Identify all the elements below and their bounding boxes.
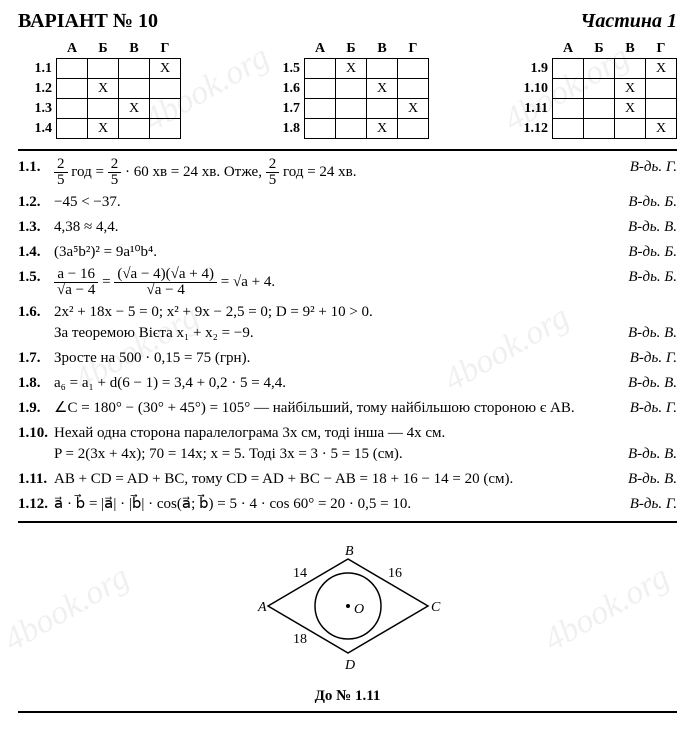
line-1-5: 1.5. a − 16√a − 4 = (√a − 4)(√a + 4)√a −…	[18, 267, 677, 298]
answer-grid-1: АБВГ1.1X1.2X1.3X1.4X	[18, 39, 181, 139]
line-1-9: 1.9.∠C = 180° − (30° + 45°) = 105° — най…	[18, 398, 677, 419]
svg-text:B: B	[345, 544, 354, 559]
answer-1-1: В-дь. Г.	[620, 157, 677, 178]
answer-1-11: В-дь. В.	[618, 469, 677, 490]
svg-text:18: 18	[293, 632, 307, 647]
line-1-2: 1.2.−45 < −37. В-дь. Б.	[18, 192, 677, 213]
figure-caption: До № 1.11	[18, 688, 677, 705]
svg-text:A: A	[257, 600, 267, 615]
figure-1-11: A B C D O 14 16 18 До № 1.11	[18, 531, 677, 705]
answer-1-4: В-дь. Б.	[618, 242, 677, 263]
svg-text:O: O	[354, 602, 364, 617]
answer-1-5: В-дь. Б.	[618, 267, 677, 288]
answer-1-12: В-дь. Г.	[620, 494, 677, 515]
divider	[18, 149, 677, 151]
line-1-10: 1.10. Нехай одна сторона паралелограма 3…	[18, 423, 677, 465]
answer-1-9: В-дь. Г.	[620, 398, 677, 419]
part-title: Частина 1	[580, 10, 677, 33]
divider	[18, 711, 677, 713]
answer-1-2: В-дь. Б.	[618, 192, 677, 213]
line-1-4: 1.4.(3a⁵b²)² = 9a¹⁰b⁴. В-дь. Б.	[18, 242, 677, 263]
answer-1-7: В-дь. Г.	[620, 348, 677, 369]
line-1-3: 1.3.4,38 ≈ 4,4. В-дь. В.	[18, 217, 677, 238]
answer-grid-3: АБВГ1.9X1.10X1.11X1.12X	[514, 39, 677, 139]
line-1-12: 1.12.a⃗ · b⃗ = |a⃗| · |b⃗| · cos(a⃗; b⃗)…	[18, 494, 677, 515]
answer-grid-2: АБВГ1.5X1.6X1.7X1.8X	[266, 39, 429, 139]
svg-text:C: C	[431, 600, 441, 615]
divider	[18, 521, 677, 523]
line-1-7: 1.7.Зросте на 500 · 0,15 = 75 (грн). В-д…	[18, 348, 677, 369]
answer-1-10: В-дь. В.	[618, 444, 677, 465]
answer-1-8: В-дь. В.	[618, 373, 677, 394]
answer-1-6: В-дь. В.	[618, 323, 677, 344]
answer-1-3: В-дь. В.	[618, 217, 677, 238]
line-1-11: 1.11.AB + CD = AD + BC, тому CD = AD + B…	[18, 469, 677, 490]
answer-grids: АБВГ1.1X1.2X1.3X1.4X АБВГ1.5X1.6X1.7X1.8…	[18, 39, 677, 139]
svg-text:14: 14	[293, 566, 307, 581]
line-1-1: 1.1. 25 год = 25 · 60 хв = 24 хв. Отже, …	[18, 157, 677, 188]
line-1-6: 1.6. 2x² + 18x − 5 = 0; x² + 9x − 2,5 = …	[18, 302, 677, 344]
svg-text:16: 16	[388, 566, 402, 581]
variant-title: ВАРІАНТ № 10	[18, 10, 158, 33]
svg-text:D: D	[344, 658, 355, 673]
line-1-8: 1.8.a₆ = a₁ + d(6 − 1) = 3,4 + 0,2 · 5 =…	[18, 373, 677, 394]
